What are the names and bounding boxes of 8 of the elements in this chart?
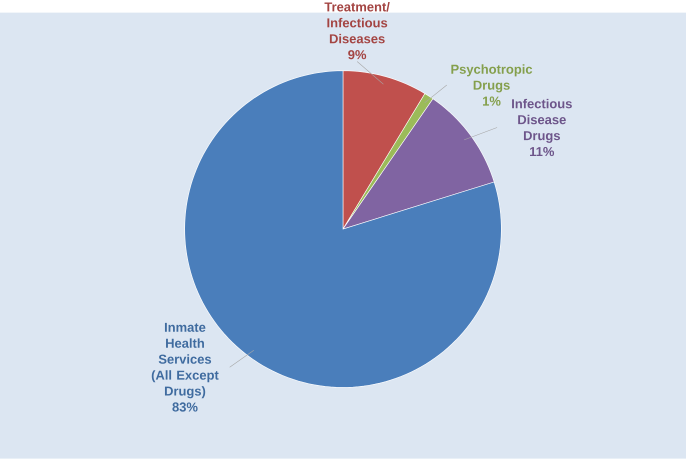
slice-label: Infectious Disease Drugs bbox=[512, 98, 572, 143]
data-label: 11% bbox=[530, 147, 554, 156]
data-label: 9% bbox=[348, 50, 366, 60]
data-label: 83% bbox=[172, 402, 198, 412]
slice-label: Treatment/ Infectious Diseases bbox=[324, 2, 390, 44]
slice-label: Inmate Health Services (All Except Drugs) bbox=[152, 323, 219, 398]
data-label: 1% bbox=[482, 96, 501, 106]
slice-label: Psychotropic Drugs bbox=[451, 64, 532, 93]
